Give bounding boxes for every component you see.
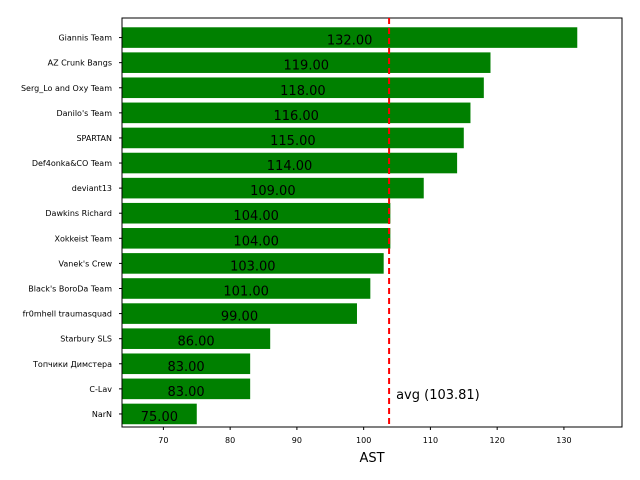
bar-value-label: 83.00	[167, 360, 204, 375]
y-tick-label: Dawkins Richard	[45, 209, 112, 218]
bar-value-label: 114.00	[267, 159, 313, 174]
y-tick-label: deviant13	[72, 184, 112, 193]
bar	[122, 102, 471, 124]
y-tick-label: Топчики Димстера	[32, 360, 112, 369]
bar-value-label: 86.00	[177, 335, 214, 350]
x-tick-label: 110	[423, 436, 438, 445]
bar	[122, 353, 251, 375]
y-tick-label: Giannis Team	[58, 34, 112, 43]
bar	[122, 303, 357, 324]
bar	[122, 77, 484, 99]
bar-value-label: 116.00	[273, 109, 319, 124]
y-tick-label: Black's BoroDa Team	[28, 284, 112, 293]
bar	[122, 328, 271, 349]
bar	[122, 127, 464, 149]
y-tick-label: Vanek's Crew	[59, 259, 113, 268]
bar-value-label: 119.00	[284, 59, 330, 74]
y-tick-labels: Giannis Team AZ Crunk Bangs Serg_Lo and Ox…	[21, 34, 122, 419]
bar-value-label: 109.00	[250, 184, 296, 199]
x-tick-labels: 70 80 90 100 110 120 130	[158, 427, 572, 445]
x-tick-label: 90	[292, 436, 302, 445]
y-tick-label: Starbury SLS	[60, 335, 112, 344]
bars-layer	[122, 27, 578, 425]
y-tick-label: fr0mhell traumasquad	[23, 310, 112, 319]
x-axis-title: AST	[359, 451, 384, 466]
y-tick-label: AZ Crunk Bangs	[48, 59, 112, 68]
plot-frame	[121, 17, 623, 428]
x-tick-label: 80	[225, 436, 235, 445]
y-tick-label: Def4onka&CO Team	[32, 159, 112, 168]
x-tick-label: 120	[490, 436, 505, 445]
bar-value-label: 115.00	[270, 134, 316, 149]
bar-value-label: 99.00	[221, 310, 258, 325]
bar	[122, 253, 384, 274]
bar-value-label: 83.00	[167, 385, 204, 400]
bar	[122, 403, 197, 425]
bar-value-label: 101.00	[223, 284, 269, 299]
y-tick-label: Xokkeist Team	[55, 234, 113, 243]
x-tick-label: 70	[158, 436, 168, 445]
bar	[122, 228, 391, 249]
y-tick-label: Serg_Lo and Oxy Team	[21, 84, 112, 93]
bar	[122, 177, 424, 199]
bar	[122, 278, 371, 299]
bar	[122, 378, 251, 400]
bar	[122, 152, 458, 174]
bar-value-label: 75.00	[141, 410, 178, 425]
bar-value-label: 104.00	[233, 209, 279, 224]
bar-value-label: 103.00	[230, 259, 276, 274]
x-tick-label: 100	[356, 436, 371, 445]
value-labels-layer: 132.00 119.00 118.00 116.00 115.00 114.00 109.…	[141, 34, 373, 425]
average-label: avg (103.81)	[396, 388, 480, 403]
bar	[122, 202, 391, 224]
y-tick-label: Danilo's Team	[56, 109, 112, 118]
x-tick-label: 130	[556, 436, 571, 445]
bar-value-label: 132.00	[327, 34, 373, 49]
y-tick-label: C-Lav	[89, 385, 112, 394]
y-tick-label: NarN	[92, 410, 112, 419]
bar	[122, 27, 578, 48]
bar	[122, 52, 491, 73]
y-tick-label: SPARTAN	[76, 134, 112, 143]
bar-value-label: 118.00	[280, 84, 326, 99]
bar-value-label: 104.00	[233, 234, 279, 249]
